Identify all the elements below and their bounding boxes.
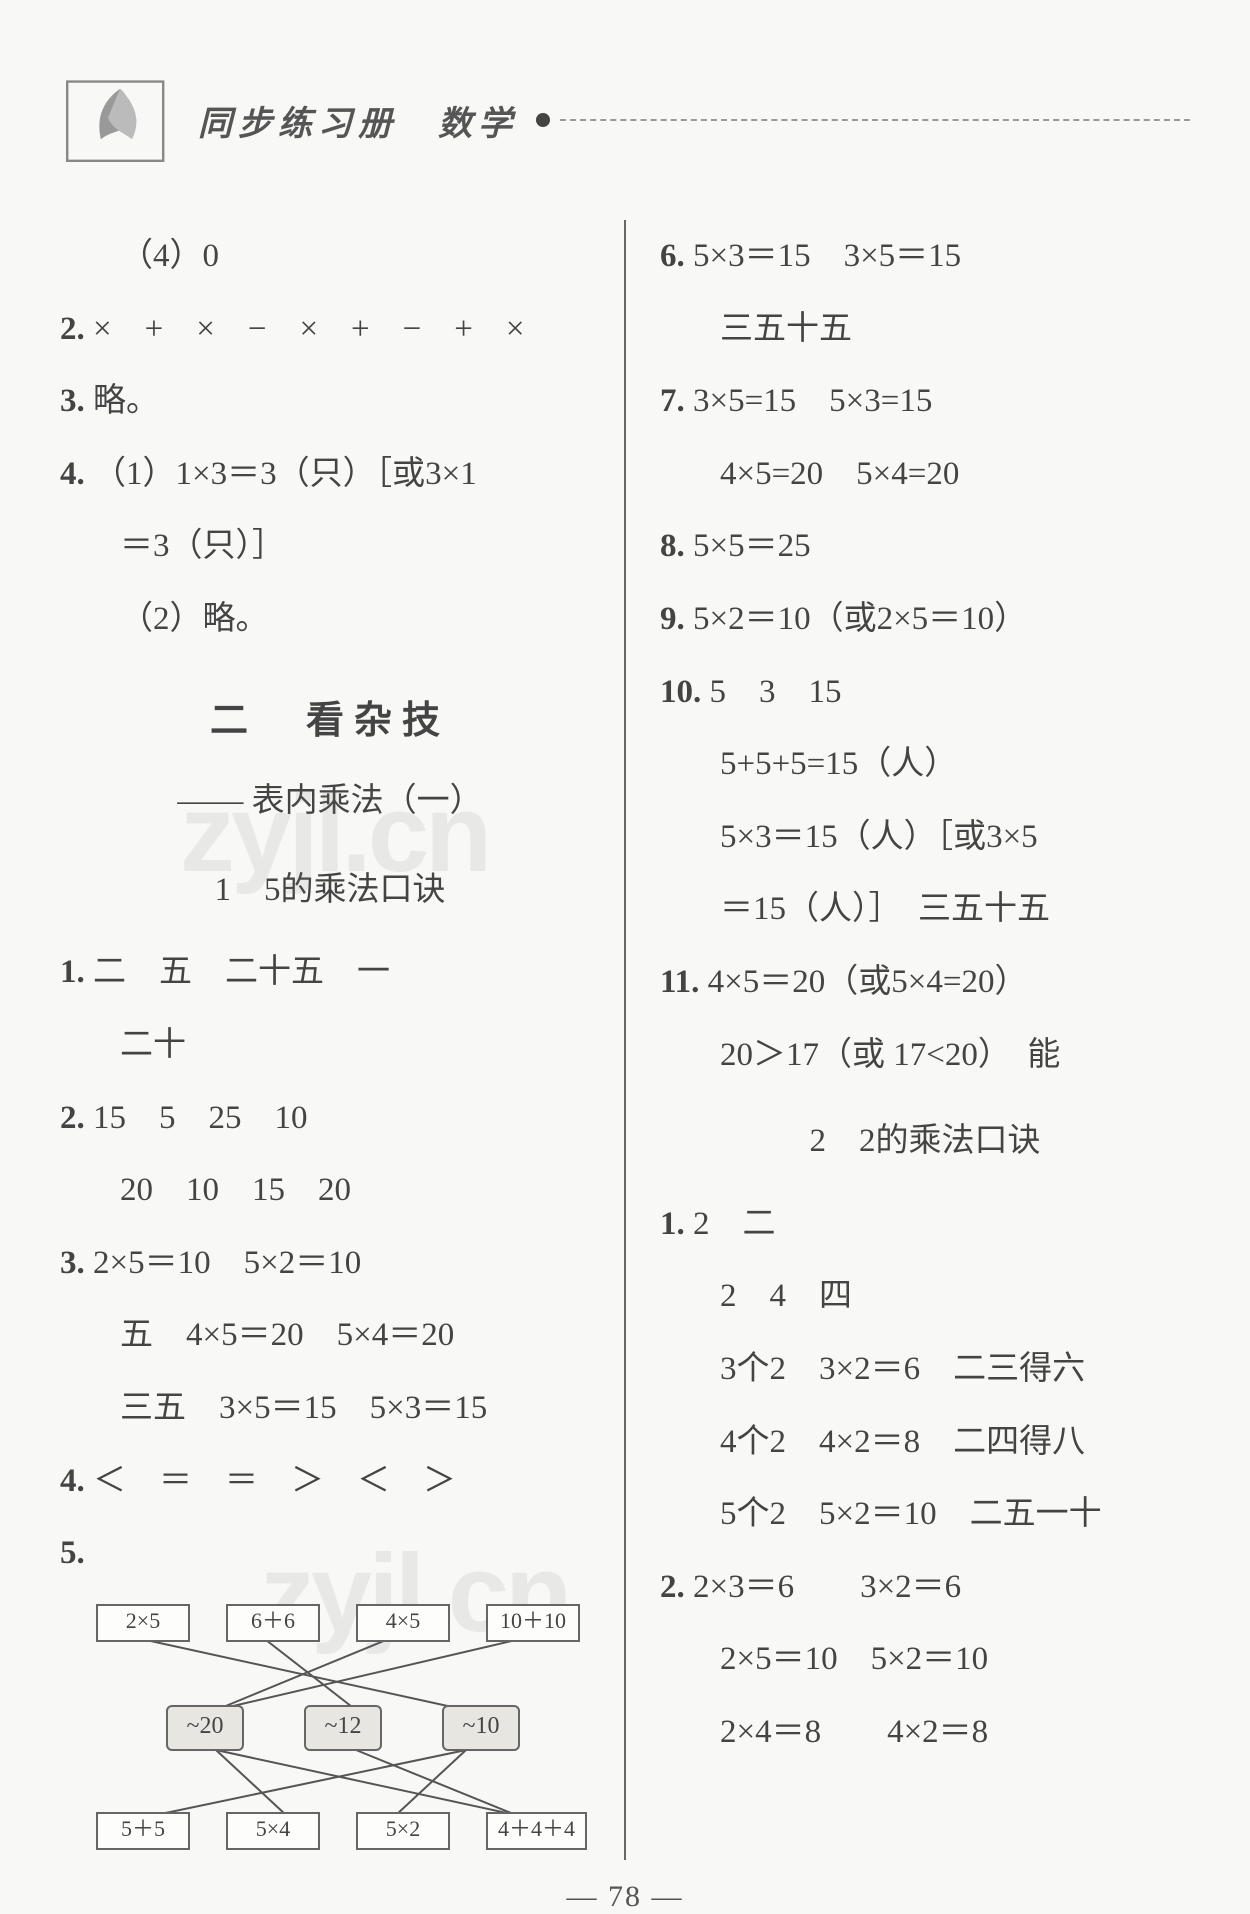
l5-q1a: 1. 二 五 二十五 一: [60, 936, 600, 1009]
l-q2: 2. × + × − × + − + ×: [60, 293, 600, 366]
l-4-0: （4）0: [60, 220, 600, 293]
r-q10a: 10. 5 3 15: [660, 656, 1190, 729]
r-q9: 9. 5×2＝10（或2×5＝10）: [660, 583, 1190, 656]
r-q10b: 5+5+5=15（人）: [660, 728, 1190, 801]
s2-q1a: 1. 2 二: [660, 1188, 1190, 1261]
two-column-body: （4）0 2. × + × − × + − + × 3. 略。 4. （1）1×…: [60, 220, 1190, 1860]
l5-q4-body: ＜ ＝ ＝ ＞ ＜ ＞: [93, 1463, 456, 1499]
s2-q1c: 3个2 3×2＝6 二三得六: [660, 1333, 1190, 1406]
r-q8-label: 8.: [660, 528, 685, 564]
r-q6-label: 6.: [660, 238, 685, 274]
r-q6b: 三五十五: [660, 293, 1190, 366]
l5-q2b: 20 10 15 20: [60, 1154, 600, 1227]
q5-top-3: 4×5: [356, 1604, 450, 1642]
l5-q1-label: 1.: [60, 954, 85, 990]
r-q8: 8. 5×5＝25: [660, 510, 1190, 583]
section-title: 二 看杂技: [60, 680, 600, 764]
section2-subsub: 2 2的乘法口诀: [660, 1105, 1190, 1178]
q5-top-1: 2×5: [96, 1604, 190, 1642]
l-q2-label: 2.: [60, 311, 85, 347]
r-q7a-body: 3×5=15 5×3=15: [693, 383, 932, 419]
page-header: 同步练习册 数学: [60, 60, 1190, 180]
r-q11-label: 11.: [660, 964, 699, 1000]
l-q4a-body: （1）1×3＝3（只）［或3×1: [93, 456, 477, 492]
l5-q4-label: 4.: [60, 1463, 85, 1499]
left-column: （4）0 2. × + × − × + − + × 3. 略。 4. （1）1×…: [60, 220, 620, 1860]
r-q9-label: 9.: [660, 601, 685, 637]
r-q10-label: 10.: [660, 674, 701, 710]
section-subsub: 1 5的乘法口诀: [60, 854, 600, 927]
l-q3-label: 3.: [60, 383, 85, 419]
leaf-icon: [60, 60, 180, 180]
r-q7b: 4×5=20 5×4=20: [660, 438, 1190, 511]
r-q11a: 11. 4×5＝20（或5×4=20）: [660, 946, 1190, 1019]
l5-q2-label: 2.: [60, 1100, 85, 1136]
l-q4a: 4. （1）1×3＝3（只）［或3×1: [60, 438, 600, 511]
l-q4b: ＝3（只）］: [60, 510, 600, 583]
l5-q1a-body: 二 五 二十五 一: [93, 954, 390, 990]
l-q3-body: 略。: [93, 383, 159, 419]
q5-bot-1: 5＋5: [96, 1812, 190, 1850]
q5-mid-2: ~12: [304, 1705, 382, 1751]
l-q4-label: 4.: [60, 456, 85, 492]
header-dot-icon: [536, 113, 550, 127]
l-q3: 3. 略。: [60, 365, 600, 438]
right-column: 6. 5×3＝15 3×5＝15 三五十五 7. 3×5=15 5×3=15 4…: [630, 220, 1190, 1860]
l5-q2a-body: 15 5 25 10: [93, 1100, 308, 1136]
r-q7-label: 7.: [660, 383, 685, 419]
l5-q3b: 五 4×5＝20 5×4＝20: [60, 1299, 600, 1372]
s2-q2c: 2×4＝8 4×2＝8: [660, 1696, 1190, 1769]
r-q9-body: 5×2＝10（或2×5＝10）: [693, 601, 1027, 637]
column-divider: [624, 220, 626, 1860]
l5-q5: 5.: [60, 1517, 600, 1590]
page-number: — 78 —: [60, 1880, 1190, 1914]
r-q6a-body: 5×3＝15 3×5＝15: [693, 238, 961, 274]
l5-q4: 4. ＜ ＝ ＝ ＞ ＜ ＞: [60, 1445, 600, 1518]
section-sub: —— 表内乘法（一）: [60, 765, 600, 838]
q5-mid-3: ~10: [442, 1705, 520, 1751]
r-q8-body: 5×5＝25: [693, 528, 811, 564]
l-q2-body: × + × − × + − + ×: [93, 311, 525, 347]
s2-q1a-body: 2 二: [693, 1206, 776, 1242]
s2-q2a-body: 2×3＝6 3×2＝6: [693, 1569, 961, 1605]
q5-mid-1: ~20: [166, 1705, 244, 1751]
r-q7a: 7. 3×5=15 5×3=15: [660, 365, 1190, 438]
r-q10a-body: 5 3 15: [709, 674, 841, 710]
l5-q5-label: 5.: [60, 1535, 85, 1571]
l5-q1b: 二十: [60, 1009, 600, 1082]
s2-q1b: 2 4 四: [660, 1260, 1190, 1333]
s2-q1d: 4个2 4×2＝8 二四得八: [660, 1406, 1190, 1479]
q5-top-4: 10＋10: [486, 1604, 580, 1642]
l5-q3-label: 3.: [60, 1245, 85, 1281]
q5-bot-3: 5×2: [356, 1812, 450, 1850]
l-q4c: （2）略。: [60, 583, 600, 656]
s2-q2a: 2. 2×3＝6 3×2＝6: [660, 1551, 1190, 1624]
s2-q2b: 2×5＝10 5×2＝10: [660, 1623, 1190, 1696]
l5-q3c: 三五 3×5＝15 5×3＝15: [60, 1372, 600, 1445]
r-q11a-body: 4×5＝20（或5×4=20）: [708, 964, 1028, 1000]
s2-q2-label: 2.: [660, 1569, 685, 1605]
q5-bot-2: 5×4: [226, 1812, 320, 1850]
l5-q3a: 3. 2×5＝10 5×2＝10: [60, 1227, 600, 1300]
r-q10d: ＝15（人）］ 三五十五: [660, 873, 1190, 946]
l5-q3a-body: 2×5＝10 5×2＝10: [93, 1245, 361, 1281]
q5-top-2: 6＋6: [226, 1604, 320, 1642]
r-q10c: 5×3＝15（人）［或3×5: [660, 801, 1190, 874]
r-q6a: 6. 5×3＝15 3×5＝15: [660, 220, 1190, 293]
header-dashed-line: [560, 119, 1190, 121]
s2-q1e: 5个2 5×2＝10 二五一十: [660, 1478, 1190, 1551]
l5-q2a: 2. 15 5 25 10: [60, 1082, 600, 1155]
header-title: 同步练习册 数学: [198, 96, 518, 145]
s2-q1-label: 1.: [660, 1206, 685, 1242]
q5-matching-diagram: 2×5 6＋6 4×5 10＋10 ~20 ~12 ~10 5＋5 5×4 5×…: [96, 1600, 600, 1860]
q5-bot-4: 4＋4＋4: [486, 1812, 587, 1850]
r-q11b: 20＞17（或 17<20） 能: [660, 1019, 1190, 1092]
